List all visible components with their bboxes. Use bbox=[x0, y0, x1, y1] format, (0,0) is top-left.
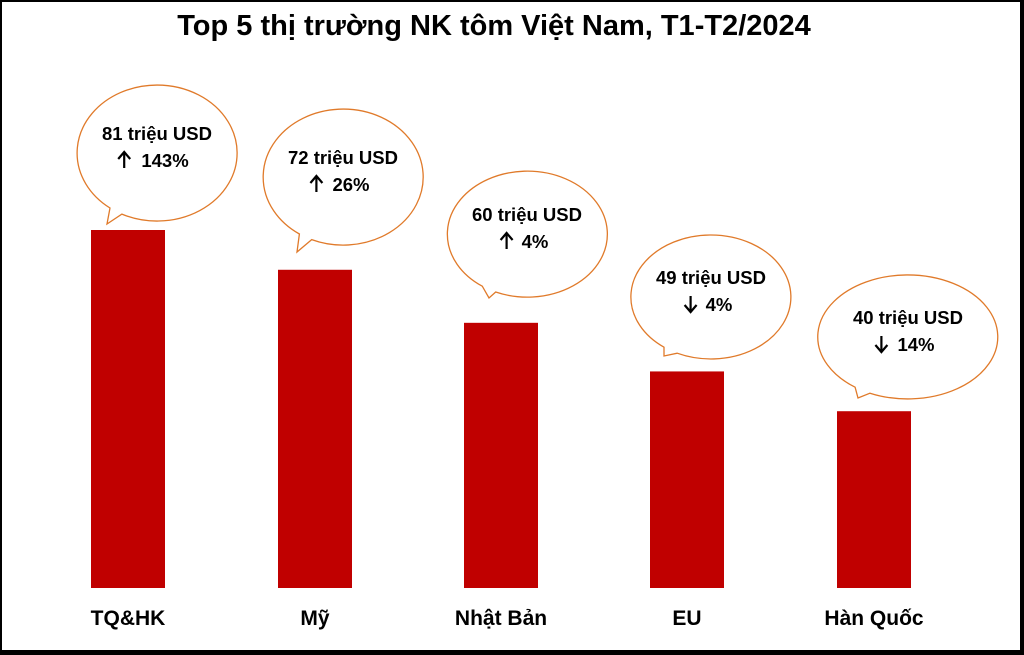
arrow-up-icon-nhat-ban bbox=[499, 231, 514, 249]
bar-nhat-ban bbox=[464, 322, 538, 588]
callout-bubble-nhat-ban bbox=[446, 170, 608, 300]
callout-bubble-my bbox=[262, 108, 424, 254]
change-label-my: 26% bbox=[332, 174, 369, 195]
arrow-up-icon-my bbox=[309, 174, 324, 192]
bar-tq-hk bbox=[91, 230, 165, 588]
category-label-nhat-ban: Nhật Bản bbox=[455, 607, 547, 630]
value-label-eu: 49 triệu USD bbox=[656, 267, 766, 288]
change-label-nhat-ban: 4% bbox=[522, 231, 549, 252]
change-label-tq-hk: 143% bbox=[141, 150, 188, 171]
change-label-eu: 4% bbox=[706, 294, 733, 315]
value-label-tq-hk: 81 triệu USD bbox=[102, 123, 212, 144]
arrow-down-icon-eu bbox=[683, 296, 698, 314]
arrow-down-icon-han-quoc bbox=[874, 336, 889, 354]
category-label-han-quoc: Hàn Quốc bbox=[824, 607, 923, 630]
value-label-my: 72 triệu USD bbox=[288, 147, 398, 168]
callout-bubble-eu bbox=[630, 234, 792, 360]
change-label-han-quoc: 14% bbox=[897, 334, 934, 355]
value-label-nhat-ban: 60 triệu USD bbox=[472, 204, 582, 225]
callout-bubble-han-quoc bbox=[817, 274, 999, 400]
bar-han-quoc bbox=[837, 411, 911, 588]
chart-title: Top 5 thị trường NK tôm Việt Nam, T1-T2/… bbox=[177, 10, 811, 42]
category-label-my: Mỹ bbox=[300, 607, 329, 630]
callout-bubble-tq-hk bbox=[76, 84, 238, 226]
value-label-han-quoc: 40 triệu USD bbox=[853, 307, 963, 328]
bar-eu bbox=[650, 371, 724, 588]
arrow-up-icon-tq-hk bbox=[117, 150, 132, 168]
category-label-eu: EU bbox=[672, 607, 701, 630]
category-label-tq-hk: TQ&HK bbox=[91, 607, 166, 630]
bar-my bbox=[278, 269, 352, 588]
